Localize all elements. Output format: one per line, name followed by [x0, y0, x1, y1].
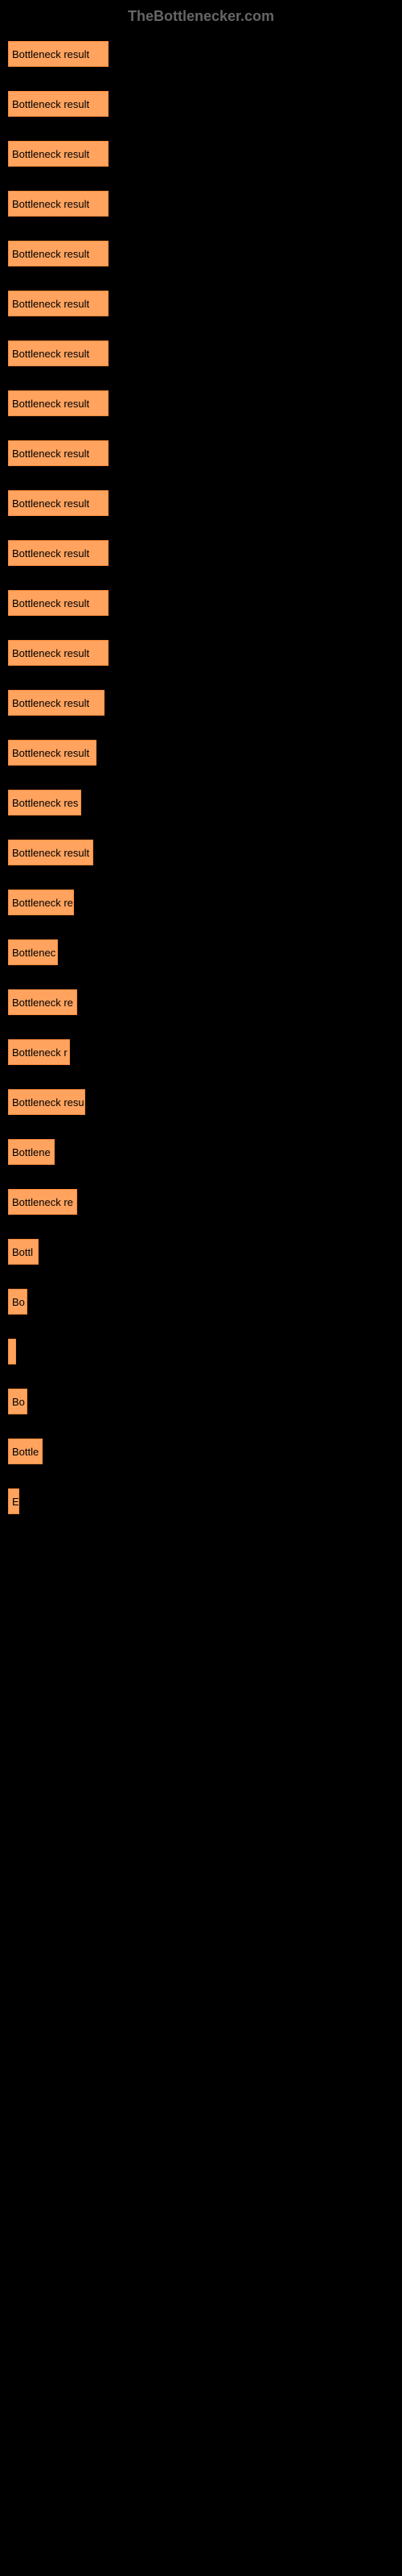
bar-label: Bottleneck result — [12, 747, 89, 759]
bar: Bottleneck result — [8, 440, 109, 466]
bar-label: Bo — [12, 1296, 25, 1308]
bar-label: Bottleneck result — [12, 697, 89, 709]
bar: Bottleneck result — [8, 590, 109, 616]
bar: Bo — [8, 1289, 27, 1315]
bar-row: Bo — [8, 1389, 394, 1414]
bar-row: E — [8, 1488, 394, 1514]
bar-label: E — [12, 1496, 19, 1508]
bar-row: Bottleneck r — [8, 1039, 394, 1065]
bar: Bottleneck r — [8, 1039, 70, 1065]
bar-row — [8, 1339, 394, 1364]
bar: Bottleneck result — [8, 390, 109, 416]
bar-label: Bottleneck res — [12, 797, 78, 809]
bar: Bottleneck result — [8, 191, 109, 217]
bar-label: Bottleneck r — [12, 1046, 68, 1059]
bar-label: Bottleneck resu — [12, 1096, 84, 1108]
bar-row: Bo — [8, 1289, 394, 1315]
bar: Bottleneck result — [8, 640, 109, 666]
bar-row: Bottleneck result — [8, 291, 394, 316]
bar-label: Bottleneck result — [12, 597, 89, 609]
bar-row: Bottleneck result — [8, 241, 394, 266]
bar-label: Bottleneck re — [12, 897, 73, 909]
bar-label: Bottleneck result — [12, 448, 89, 460]
bar: Bottleneck result — [8, 490, 109, 516]
bar: Bottleneck result — [8, 291, 109, 316]
bar-row: Bottle — [8, 1439, 394, 1464]
bar: Bo — [8, 1389, 27, 1414]
bar-row: Bottleneck result — [8, 840, 394, 865]
header: TheBottlenecker.com — [0, 8, 402, 25]
bar-label: Bottleneck result — [12, 48, 89, 60]
bar-row: Bottleneck result — [8, 640, 394, 666]
bar: Bottleneck res — [8, 790, 81, 815]
bar-row: Bottleneck result — [8, 390, 394, 416]
header-title: TheBottlenecker.com — [128, 8, 274, 24]
bar: Bottle — [8, 1439, 43, 1464]
bar-label: Bottlenec — [12, 947, 55, 959]
bar-row: Bottleneck result — [8, 740, 394, 766]
bar-row: Bottleneck re — [8, 1189, 394, 1215]
bar-label: Bottl — [12, 1246, 33, 1258]
bar-row: Bottlenec — [8, 939, 394, 965]
bar-label: Bottlene — [12, 1146, 51, 1158]
bar: Bottleneck re — [8, 1189, 77, 1215]
bar-label: Bottleneck result — [12, 348, 89, 360]
bar-row: Bottleneck result — [8, 41, 394, 67]
bar-label: Bottle — [12, 1446, 39, 1458]
bar-row: Bottleneck result — [8, 141, 394, 167]
bar-label: Bottleneck result — [12, 847, 89, 859]
bar-row: Bottleneck result — [8, 490, 394, 516]
bar-label: Bo — [12, 1396, 25, 1408]
bar-row: Bottleneck re — [8, 989, 394, 1015]
bar-row: Bottleneck re — [8, 890, 394, 915]
chart-container: Bottleneck result Bottleneck result Bottle… — [0, 41, 402, 1514]
bar: Bottleneck result — [8, 540, 109, 566]
bar-label: Bottleneck result — [12, 198, 89, 210]
bar: Bottlenec — [8, 939, 58, 965]
bar-label: Bottleneck result — [12, 398, 89, 410]
bar-label: Bottleneck re — [12, 1196, 73, 1208]
bar: Bottleneck result — [8, 690, 105, 716]
bar-label: Bottleneck re — [12, 997, 73, 1009]
bar: Bottleneck result — [8, 241, 109, 266]
bar: Bottleneck result — [8, 41, 109, 67]
bar: Bottleneck re — [8, 890, 74, 915]
bar-row: Bottleneck resu — [8, 1089, 394, 1115]
bar-label: Bottleneck result — [12, 298, 89, 310]
bar-row: Bottleneck result — [8, 440, 394, 466]
bar: Bottleneck result — [8, 840, 93, 865]
bar-row: Bottleneck result — [8, 540, 394, 566]
bar-row: Bottleneck result — [8, 690, 394, 716]
bar: Bottlene — [8, 1139, 55, 1165]
bar-row: Bottleneck result — [8, 91, 394, 117]
bar: Bottl — [8, 1239, 39, 1265]
bar: Bottleneck result — [8, 740, 96, 766]
bar: Bottleneck result — [8, 341, 109, 366]
bar-label: Bottleneck result — [12, 98, 89, 110]
bar — [8, 1339, 16, 1364]
bar-label: Bottleneck result — [12, 148, 89, 160]
bar-row: Bottlene — [8, 1139, 394, 1165]
bar: Bottleneck resu — [8, 1089, 85, 1115]
bar: Bottleneck re — [8, 989, 77, 1015]
bar: Bottleneck result — [8, 91, 109, 117]
bar: Bottleneck result — [8, 141, 109, 167]
bar-label: Bottleneck result — [12, 248, 89, 260]
bar-row: Bottleneck result — [8, 191, 394, 217]
bar-label: Bottleneck result — [12, 547, 89, 559]
bar-row: Bottleneck res — [8, 790, 394, 815]
bar-label: Bottleneck result — [12, 647, 89, 659]
bar-row: Bottleneck result — [8, 590, 394, 616]
bar-row: Bottl — [8, 1239, 394, 1265]
bar-label: Bottleneck result — [12, 497, 89, 510]
bar: E — [8, 1488, 19, 1514]
bar-row: Bottleneck result — [8, 341, 394, 366]
